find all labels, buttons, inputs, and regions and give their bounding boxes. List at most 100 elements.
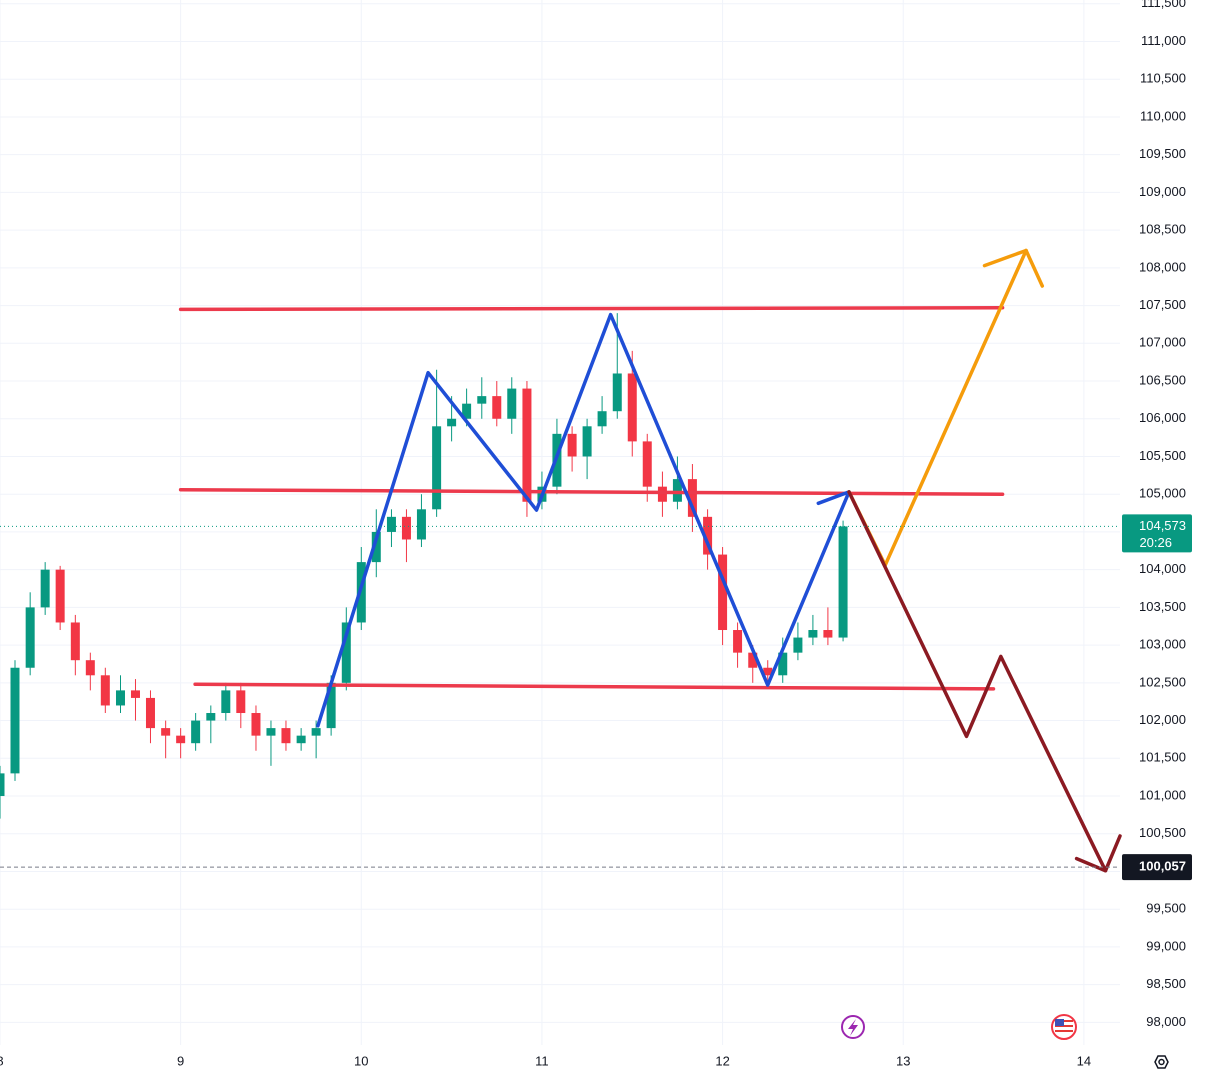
candle-body <box>823 630 833 638</box>
candle-body <box>477 396 487 404</box>
trend-drawing <box>316 312 851 728</box>
countdown-label: 20:26 <box>1139 535 1172 550</box>
candle-body <box>0 773 5 797</box>
candle-body <box>733 630 743 653</box>
y-tick-label: 103,500 <box>1139 599 1186 614</box>
candle-body <box>206 713 216 721</box>
candle-body <box>778 652 788 676</box>
y-tick-label: 102,500 <box>1139 674 1186 689</box>
last-price-label: 104,573 <box>1139 518 1186 533</box>
candle-body <box>612 373 622 412</box>
y-tick-label: 98,000 <box>1146 1014 1186 1029</box>
candle-body <box>507 388 517 419</box>
y-tick-label: 110,000 <box>1140 108 1186 123</box>
x-tick-label: 11 <box>535 1053 549 1068</box>
candle-body <box>597 411 607 427</box>
candle-body <box>100 675 110 706</box>
candle-body <box>296 735 306 744</box>
candle-body <box>492 396 502 419</box>
candle-body <box>145 697 155 729</box>
candle-body <box>221 690 231 714</box>
trend-drawing <box>178 487 1005 496</box>
y-tick-label: 104,000 <box>1139 561 1186 576</box>
us-flag-icon[interactable] <box>1051 1014 1077 1040</box>
y-tick-label: 109,500 <box>1139 146 1186 161</box>
lightning-icon[interactable] <box>841 1015 865 1039</box>
y-tick-label: 107,500 <box>1139 297 1186 312</box>
candle-body <box>808 630 818 638</box>
y-tick-label: 110,500 <box>1140 71 1186 86</box>
trend-drawing <box>1074 834 1122 873</box>
trend-drawing <box>816 490 851 506</box>
candle-body <box>838 526 848 638</box>
trend-drawing <box>178 306 1005 312</box>
candle-body <box>341 622 351 683</box>
candle-body <box>763 667 773 676</box>
y-tick-label: 105,000 <box>1139 486 1186 501</box>
candle-body <box>70 622 80 661</box>
candle-body <box>522 388 532 502</box>
y-tick-label: 111,000 <box>1141 33 1186 48</box>
candle-body <box>642 441 652 487</box>
candle-body <box>567 433 577 457</box>
candle-body <box>161 728 171 736</box>
marked-price-label: 100,057 <box>1139 859 1186 874</box>
candle-body <box>115 690 125 706</box>
y-tick-label: 105,500 <box>1139 448 1186 463</box>
last-price-box <box>1122 514 1192 553</box>
candle-body <box>401 516 411 540</box>
x-tick-label: 14 <box>1077 1053 1091 1068</box>
y-tick-label: 101,500 <box>1139 750 1186 765</box>
y-tick-label: 107,000 <box>1139 335 1186 350</box>
candle-body <box>703 516 713 555</box>
y-tick-label: 100,500 <box>1139 825 1186 840</box>
candle-body <box>25 607 35 668</box>
x-tick-label: 9 <box>177 1053 184 1068</box>
candle-body <box>672 479 682 502</box>
x-tick-label: 8 <box>0 1053 4 1068</box>
y-tick-label: 103,000 <box>1139 637 1186 652</box>
candle-body <box>311 728 321 736</box>
candle-body <box>371 531 381 563</box>
drawings <box>0 248 1122 873</box>
settings-icon[interactable] <box>1154 1055 1169 1069</box>
y-tick-label: 106,000 <box>1139 410 1186 425</box>
candle-body <box>85 660 95 676</box>
candle-body <box>55 569 65 623</box>
y-tick-label: 101,000 <box>1139 787 1186 802</box>
candle-body <box>326 682 336 729</box>
candle-body <box>627 373 637 442</box>
y-tick-label: 109,000 <box>1139 184 1186 199</box>
candle-body <box>582 426 592 457</box>
candle-body <box>657 486 667 502</box>
grid <box>0 0 1120 1045</box>
y-tick-label: 99,500 <box>1146 901 1186 916</box>
candle-body <box>748 652 758 668</box>
candle-body <box>281 728 291 744</box>
candle-body <box>251 713 261 736</box>
candle-body <box>416 509 426 540</box>
x-tick-label: 12 <box>715 1053 729 1068</box>
x-tick-label: 10 <box>354 1053 368 1068</box>
y-tick-label: 111,500 <box>1141 0 1186 10</box>
candle-body <box>10 667 20 774</box>
candle-body <box>130 690 140 698</box>
y-tick-label: 102,000 <box>1139 712 1186 727</box>
candle-body <box>432 426 442 510</box>
plot-area <box>0 313 848 819</box>
y-tick-label: 108,000 <box>1139 259 1186 274</box>
y-tick-label: 108,500 <box>1139 222 1186 237</box>
candle-body <box>793 637 803 653</box>
x-tick-label: 13 <box>896 1053 910 1068</box>
candle-body <box>386 516 396 532</box>
y-tick-label: 99,000 <box>1146 938 1186 953</box>
y-tick-label: 106,500 <box>1139 372 1186 387</box>
candle-body <box>176 735 186 744</box>
marked-price-box <box>1122 854 1192 881</box>
candle-body <box>718 554 728 631</box>
candle-body <box>687 479 697 517</box>
candle-body <box>236 690 246 714</box>
